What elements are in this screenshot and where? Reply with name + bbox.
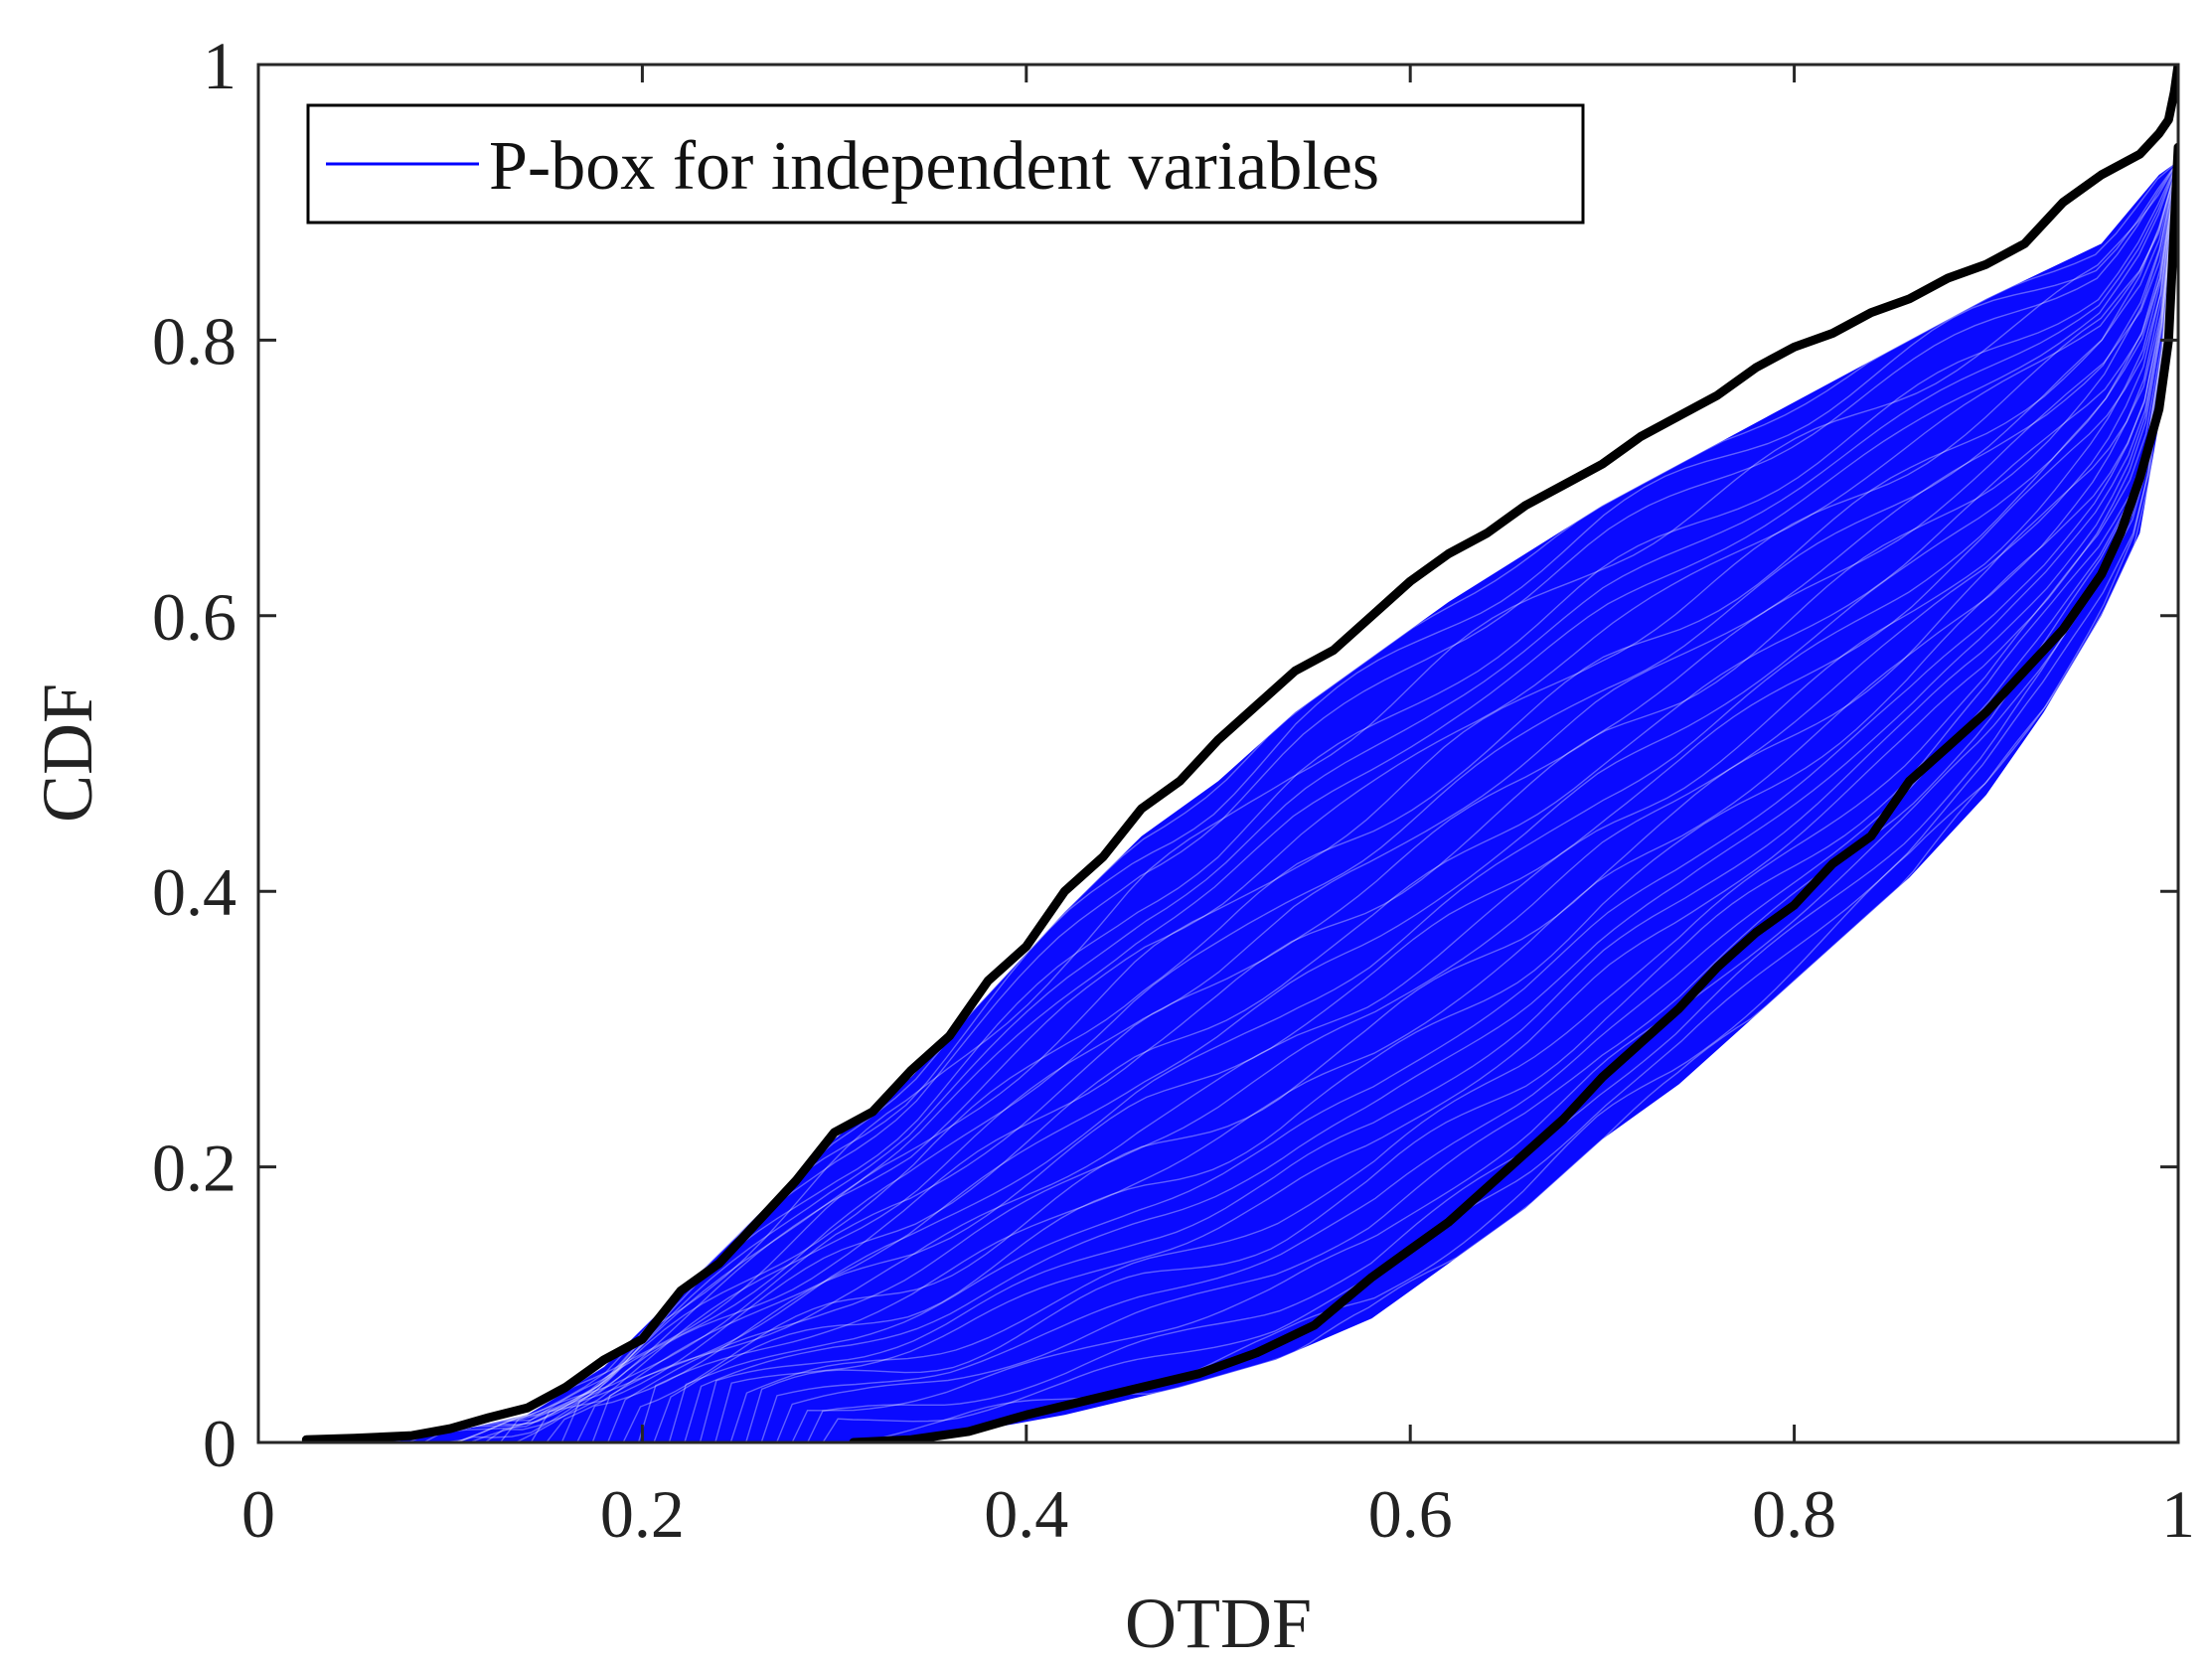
cdf-curve-35 bbox=[838, 161, 2178, 1442]
cdf-curve-6 bbox=[392, 160, 2178, 1442]
x-tick-label: 0.2 bbox=[600, 1476, 685, 1552]
cdf-curve-10 bbox=[453, 160, 2178, 1442]
y-axis-label: CDF bbox=[28, 683, 107, 823]
p-box-upper-bound-line bbox=[849, 142, 2178, 1442]
y-tick-label: 0 bbox=[203, 1406, 237, 1481]
y-tick-label: 0.8 bbox=[152, 303, 237, 378]
cdf-curve-32 bbox=[791, 161, 2178, 1442]
cdf-curve-34 bbox=[822, 161, 2178, 1442]
cdf-curve-18 bbox=[576, 161, 2178, 1442]
cdf-curve-5 bbox=[377, 160, 2178, 1442]
y-tick-label: 1 bbox=[203, 28, 237, 103]
cdf-curve-17 bbox=[560, 160, 2178, 1442]
legend: P-box for independent variables bbox=[306, 103, 1585, 225]
cdf-curve-19 bbox=[591, 160, 2178, 1442]
cdf-curve-15 bbox=[530, 160, 2178, 1442]
cdf-curve-29 bbox=[745, 161, 2178, 1442]
cdf-curve-33 bbox=[806, 161, 2178, 1442]
plot-area-frame bbox=[256, 63, 2180, 1444]
legend-entry-label: P-box for independent variables bbox=[489, 128, 1379, 205]
cdf-curve-12 bbox=[484, 160, 2178, 1442]
y-tick-label: 0.4 bbox=[152, 854, 237, 930]
cdf-curve-9 bbox=[438, 160, 2178, 1442]
cdf-curve-7 bbox=[407, 160, 2178, 1442]
x-tick-label: 0.8 bbox=[1752, 1476, 1836, 1552]
cdf-curve-25 bbox=[684, 161, 2178, 1442]
cdf-curve-14 bbox=[515, 160, 2178, 1442]
x-tick-label: 0.4 bbox=[984, 1476, 1068, 1552]
axis-ticks: 0 0.2 0.4 0.6 0.8 1 0 0.2 0.4 0.6 0.8 1 bbox=[152, 28, 2195, 1552]
p-box-bounds bbox=[301, 65, 2178, 1442]
y-tick-label: 0.2 bbox=[152, 1131, 237, 1206]
x-tick-label: 1 bbox=[2161, 1476, 2195, 1552]
cdf-curve-16 bbox=[546, 160, 2178, 1442]
cdf-curve-4 bbox=[362, 160, 2178, 1442]
cdf-curve-26 bbox=[699, 161, 2178, 1442]
cdf-curve-21 bbox=[622, 161, 2178, 1442]
cdf-curve-22 bbox=[637, 161, 2178, 1442]
cdf-curve-8 bbox=[422, 160, 2178, 1442]
y-tick-label: 0.6 bbox=[152, 579, 237, 655]
cdf-curve-13 bbox=[499, 160, 2178, 1442]
cdf-curve-20 bbox=[606, 161, 2178, 1442]
cdf-curve-23 bbox=[653, 161, 2178, 1442]
p-box-lower-bound-line bbox=[301, 65, 2178, 1442]
x-axis-label: OTDF bbox=[1125, 1584, 1312, 1663]
p-box-band-fill bbox=[315, 161, 2178, 1442]
legend-box bbox=[306, 103, 1585, 225]
x-tick-label: 0.6 bbox=[1368, 1476, 1453, 1552]
cdf-curve-28 bbox=[729, 161, 2178, 1442]
cdf-curve-11 bbox=[469, 160, 2178, 1442]
x-tick-label: 0 bbox=[241, 1476, 275, 1552]
cdf-curve-27 bbox=[714, 161, 2178, 1442]
cdf-curve-31 bbox=[775, 161, 2178, 1442]
cdf-curve-24 bbox=[668, 161, 2178, 1442]
